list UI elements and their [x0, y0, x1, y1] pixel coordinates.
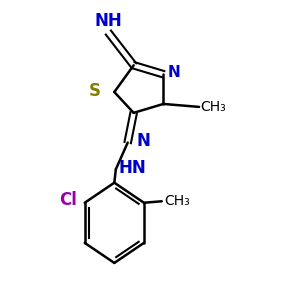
Text: S: S [89, 82, 101, 100]
Text: NH: NH [94, 12, 122, 30]
Text: CH₃: CH₃ [200, 100, 226, 114]
Text: HN: HN [119, 159, 146, 177]
Text: Cl: Cl [59, 191, 77, 209]
Text: N: N [136, 132, 151, 150]
Text: CH₃: CH₃ [165, 194, 190, 208]
Text: N: N [168, 65, 181, 80]
